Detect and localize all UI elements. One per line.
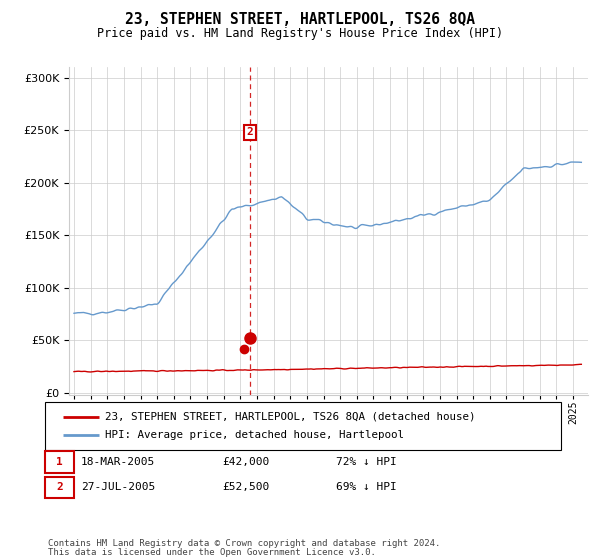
Text: 1: 1 xyxy=(56,457,63,467)
Text: 23, STEPHEN STREET, HARTLEPOOL, TS26 8QA (detached house): 23, STEPHEN STREET, HARTLEPOOL, TS26 8QA… xyxy=(105,412,476,422)
Text: HPI: Average price, detached house, Hartlepool: HPI: Average price, detached house, Hart… xyxy=(105,430,404,440)
Text: £52,500: £52,500 xyxy=(222,482,269,492)
Text: Contains HM Land Registry data © Crown copyright and database right 2024.: Contains HM Land Registry data © Crown c… xyxy=(48,539,440,548)
Text: This data is licensed under the Open Government Licence v3.0.: This data is licensed under the Open Gov… xyxy=(48,548,376,557)
Text: 23, STEPHEN STREET, HARTLEPOOL, TS26 8QA: 23, STEPHEN STREET, HARTLEPOOL, TS26 8QA xyxy=(125,12,475,27)
Text: Price paid vs. HM Land Registry's House Price Index (HPI): Price paid vs. HM Land Registry's House … xyxy=(97,27,503,40)
Text: 18-MAR-2005: 18-MAR-2005 xyxy=(81,457,155,467)
Text: 2: 2 xyxy=(56,482,63,492)
Text: 27-JUL-2005: 27-JUL-2005 xyxy=(81,482,155,492)
Text: 2: 2 xyxy=(247,127,253,137)
Text: 69% ↓ HPI: 69% ↓ HPI xyxy=(336,482,397,492)
Text: 72% ↓ HPI: 72% ↓ HPI xyxy=(336,457,397,467)
Text: £42,000: £42,000 xyxy=(222,457,269,467)
